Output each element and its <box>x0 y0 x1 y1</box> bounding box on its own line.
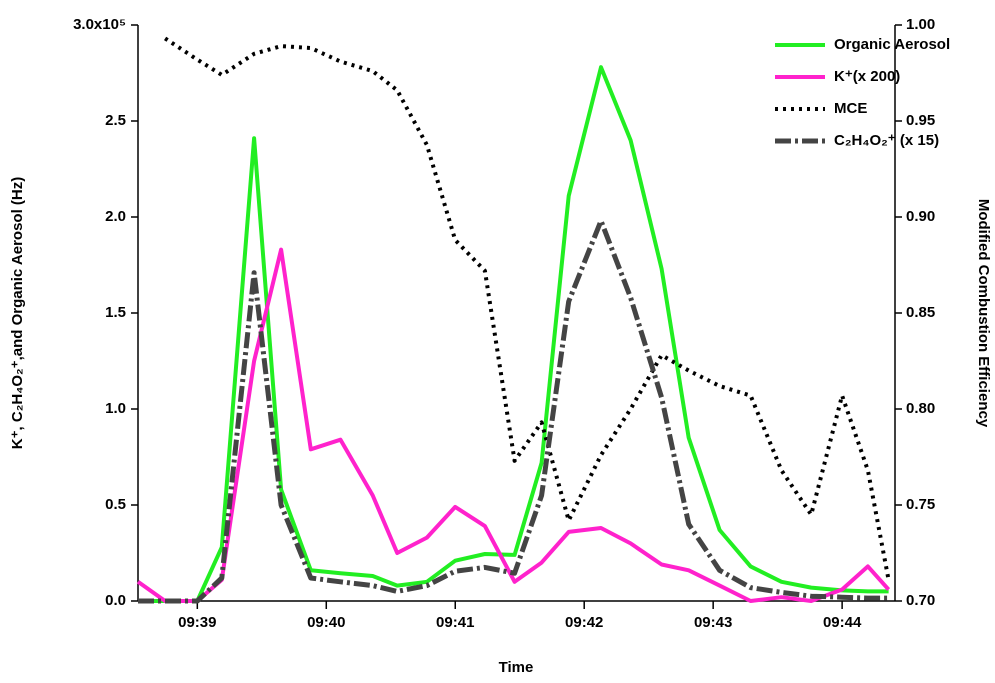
y-tick-label: 2.5 <box>105 112 126 129</box>
y2-tick-label: 0.90 <box>906 208 935 225</box>
legend-label: C₂H₄O₂⁺ (x 15) <box>834 132 939 149</box>
x-tick-label: 09:42 <box>565 614 603 631</box>
legend-label: Organic Aerosol <box>834 36 950 53</box>
x-tick-label: 09:40 <box>307 614 345 631</box>
y-tick-label: 3.0x10⁵ <box>73 16 126 33</box>
series-line <box>138 65 889 603</box>
legend-label: MCE <box>834 100 867 117</box>
y2-tick-label: 0.80 <box>906 400 935 417</box>
x-tick-label: 09:44 <box>823 614 862 631</box>
series-line <box>136 247 891 603</box>
y-tick-label: 0.0 <box>105 592 126 609</box>
series-line <box>138 218 889 604</box>
y-tick-label: 1.5 <box>105 304 126 321</box>
y2-tick-label: 0.75 <box>906 496 935 513</box>
y2-tick-label: 0.85 <box>906 304 935 321</box>
y-tick-label: 1.0 <box>105 400 126 417</box>
y2-tick-label: 1.00 <box>906 16 935 33</box>
y-tick-label: 0.5 <box>105 496 126 513</box>
y2-tick-label: 0.70 <box>906 592 935 609</box>
y-tick-label: 2.0 <box>105 208 126 225</box>
legend-label: K⁺(x 200) <box>834 68 900 85</box>
x-axis-label: Time <box>499 659 534 676</box>
x-tick-label: 09:41 <box>436 614 474 631</box>
series-line <box>164 36 891 581</box>
y-axis-label: K⁺, C₂H₄O₂⁺,and Organic Aerosol (Hz) <box>9 177 26 449</box>
y2-tick-label: 0.95 <box>906 112 935 129</box>
x-tick-label: 09:43 <box>694 614 732 631</box>
x-tick-label: 09:39 <box>178 614 216 631</box>
y2-axis-label: Modified Combustion Efficiency <box>975 199 992 428</box>
